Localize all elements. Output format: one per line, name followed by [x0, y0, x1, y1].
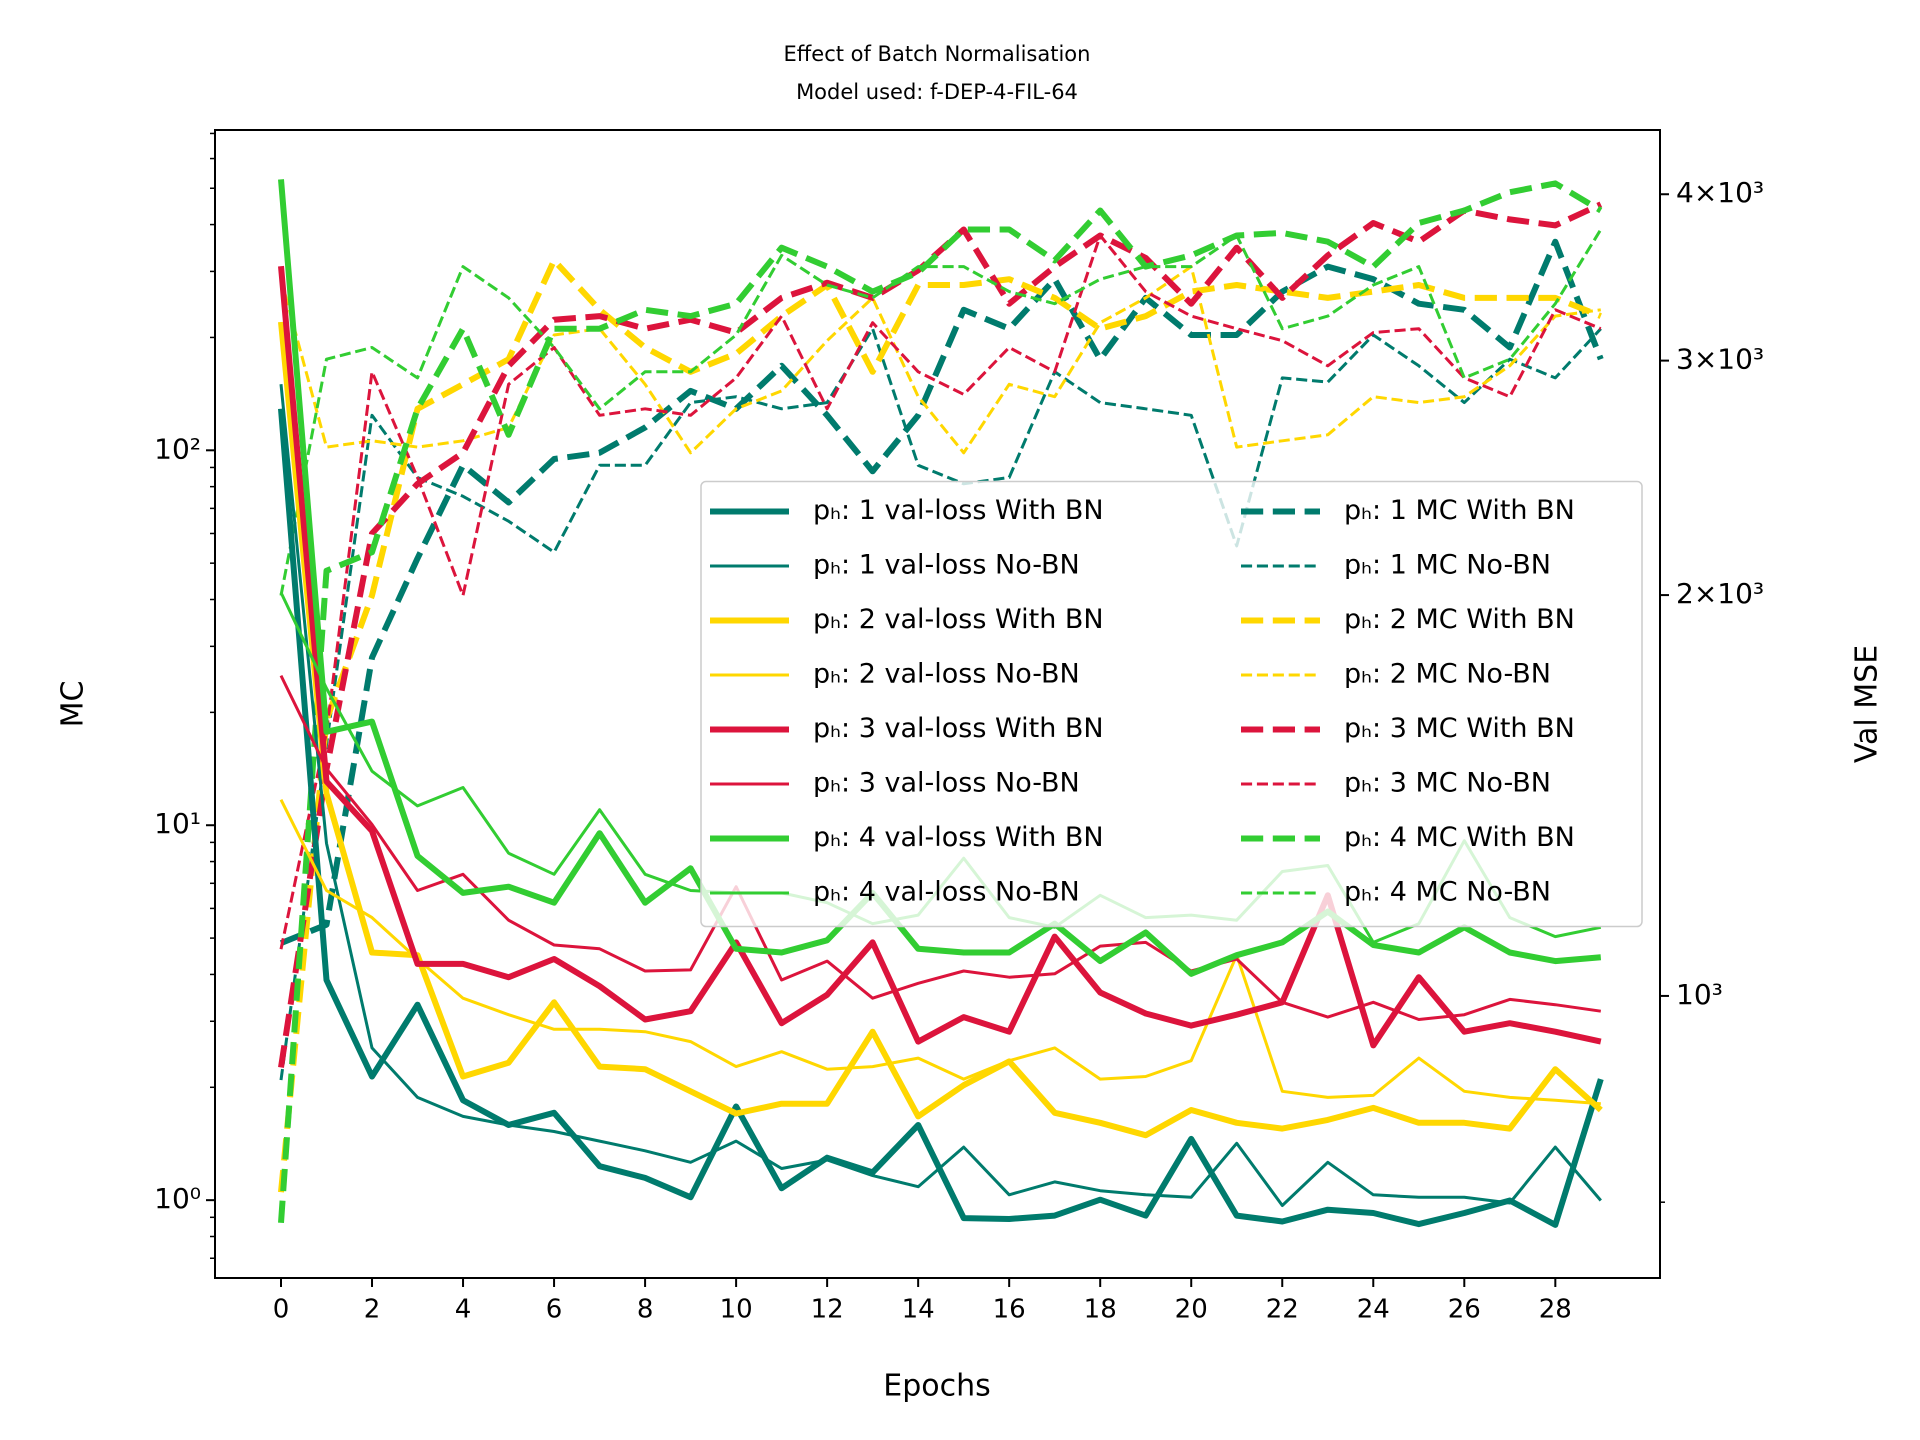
- series-line: [278, 179, 1602, 977]
- series-line: [279, 384, 1602, 1207]
- series-line: [279, 265, 1602, 455]
- x-tick-label: 0: [273, 1295, 290, 1325]
- legend-label: pₕ: 3 MC With BN: [1344, 713, 1575, 744]
- y-tick-label: 10²: [154, 432, 201, 465]
- x-tick-label: 14: [902, 1295, 935, 1325]
- series-line: [278, 257, 1602, 1193]
- legend-label: pₕ: 4 val-loss No-BN: [813, 877, 1080, 908]
- series-line: [278, 321, 1603, 1139]
- legend-label: pₕ: 4 MC With BN: [1344, 822, 1575, 853]
- series-line: [278, 180, 1603, 1224]
- x-tick-label: 12: [811, 1295, 844, 1325]
- series-line: [278, 408, 1604, 1228]
- x-tick-label: 18: [1084, 1295, 1117, 1325]
- legend-label: pₕ: 4 val-loss With BN: [813, 822, 1104, 853]
- legend-label: pₕ: 3 val-loss No-BN: [813, 768, 1080, 799]
- x-tick-label: 16: [993, 1295, 1026, 1325]
- x-tick-label: 26: [1448, 1295, 1481, 1325]
- legend-label: pₕ: 2 MC No-BN: [1344, 659, 1551, 690]
- legend-label: pₕ: 2 MC With BN: [1344, 604, 1575, 635]
- x-tick-label: 4: [455, 1295, 472, 1325]
- y2-tick-label: 10³: [1676, 978, 1723, 1011]
- x-tick-label: 2: [364, 1295, 381, 1325]
- y-axis-label: MC: [56, 681, 91, 728]
- series-line: [278, 201, 1603, 1068]
- x-tick-label: 28: [1539, 1295, 1572, 1325]
- x-tick-label: 10: [720, 1295, 753, 1325]
- axes-frame: [214, 129, 1661, 1279]
- x-axis-label: Epochs: [883, 1369, 991, 1404]
- legend-label: pₕ: 1 MC No-BN: [1344, 550, 1551, 581]
- legend: pₕ: 1 val-loss With BN pₕ: 1 val-loss No-…: [700, 480, 1643, 928]
- chart-title: Effect of Batch Normalisation: [784, 42, 1091, 66]
- x-tick-label: 6: [546, 1295, 563, 1325]
- x-tick-label: 20: [1175, 1295, 1208, 1325]
- legend-label: pₕ: 1 val-loss No-BN: [813, 550, 1080, 581]
- series-line: [279, 674, 1602, 1021]
- x-tick-label: 22: [1266, 1295, 1299, 1325]
- series-line: [279, 234, 1602, 950]
- series-line: [279, 238, 1604, 946]
- legend-label: pₕ: 3 val-loss With BN: [813, 713, 1104, 744]
- x-tick-label: 24: [1357, 1295, 1390, 1325]
- y-tick-label: 10¹: [154, 807, 201, 840]
- y2-tick-label: 3×10³: [1676, 343, 1764, 376]
- plot-area: [278, 179, 1604, 1228]
- legend-label: pₕ: 1 val-loss With BN: [813, 495, 1104, 526]
- x-tick-label: 8: [637, 1295, 654, 1325]
- series-line: [279, 327, 1602, 1081]
- y2-tick-label: 2×10³: [1676, 577, 1764, 610]
- series-line: [278, 265, 1602, 1049]
- y2-tick-label: 4×10³: [1676, 176, 1764, 209]
- y2-axis-label: Val MSE: [1850, 645, 1885, 763]
- legend-frame: [700, 480, 1643, 928]
- series-line: [279, 228, 1603, 596]
- legend-label: pₕ: 4 MC No-BN: [1344, 877, 1551, 908]
- legend-label: pₕ: 2 val-loss No-BN: [813, 659, 1080, 690]
- legend-label: pₕ: 2 val-loss With BN: [813, 604, 1104, 635]
- y-tick-label: 10⁰: [154, 1182, 201, 1215]
- series-line: [279, 799, 1601, 1106]
- legend-label: pₕ: 3 MC No-BN: [1344, 768, 1551, 799]
- legend-label: pₕ: 1 MC With BN: [1344, 495, 1575, 526]
- chart-subtitle: Model used: f-DEP-4-FIL-64: [796, 80, 1078, 104]
